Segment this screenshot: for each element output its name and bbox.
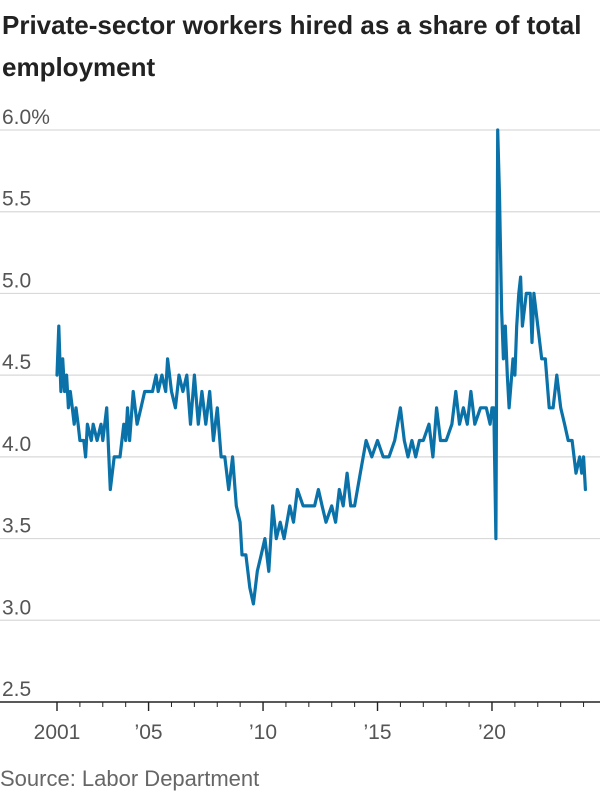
gridlines: [0, 129, 600, 621]
y-tick-label: 2.5: [2, 678, 31, 701]
y-tick-label: 5.0: [2, 269, 31, 292]
series-line: [55, 128, 587, 606]
y-axis-tick-labels: 6.0% 5.5 5.0 4.5 4.0 3.5 3.0 2.5: [2, 106, 50, 701]
x-tick-label: ’15: [363, 721, 391, 744]
x-tick-label: ’05: [135, 721, 163, 744]
y-tick-label: 5.5: [2, 188, 31, 211]
x-tick-label: ’10: [249, 721, 277, 744]
chart-title: Private-sector workers hired as a share …: [2, 10, 582, 82]
line-chart: 6.0% 5.5 5.0 4.5 4.0 3.5 3.0 2.5 2001 ’05 ’10 ’15 ’…: [0, 106, 600, 744]
x-tick-label: ’20: [478, 721, 506, 744]
series-layer: [55, 128, 587, 606]
x-axis: 2001 ’05 ’10 ’15 ’20: [0, 701, 600, 744]
x-tick-label: 2001: [34, 721, 81, 744]
y-tick-label: 4.5: [2, 351, 31, 374]
y-tick-label: 4.0: [2, 433, 31, 456]
y-tick-label: 6.0%: [2, 106, 50, 129]
y-tick-label: 3.5: [2, 515, 31, 538]
source-note: Source: Labor Department: [0, 766, 260, 791]
y-tick-label: 3.0: [2, 596, 31, 619]
